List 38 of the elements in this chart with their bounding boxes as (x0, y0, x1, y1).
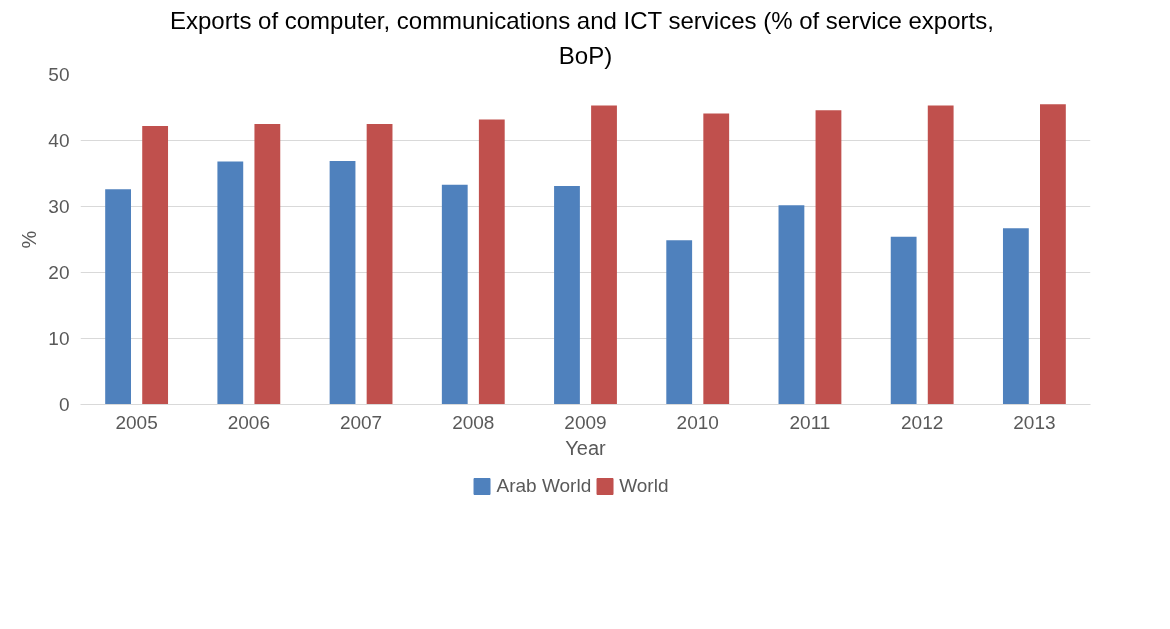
x-tick-label: 2007 (339, 411, 383, 433)
bar (217, 161, 244, 405)
x-tick-label: 2009 (564, 411, 607, 433)
x-tick-label: 2010 (676, 411, 719, 433)
y-tick-label: 10 (48, 328, 70, 349)
bar (329, 160, 356, 405)
x-tick-label: 2013 (1013, 411, 1056, 433)
y-tick-label: 50 (48, 64, 70, 85)
y-tick-label: 30 (48, 196, 70, 217)
bar (554, 186, 580, 405)
bar (927, 105, 954, 405)
y-tick-label: 40 (48, 130, 70, 151)
x-tick-label: 2012 (901, 411, 944, 433)
bar (478, 119, 505, 405)
y-tick-label: 20 (48, 262, 70, 283)
bar (591, 105, 617, 405)
x-tick-label: 2005 (115, 411, 158, 433)
bar (441, 184, 468, 405)
x-axis-title: Year (565, 436, 607, 459)
bar (1040, 104, 1066, 405)
bar (366, 124, 393, 405)
bar (142, 125, 169, 405)
x-tick-label: 2011 (789, 411, 831, 433)
bar (1002, 228, 1029, 405)
y-tick-label: 0 (58, 394, 70, 415)
y-axis-title: % (18, 230, 41, 249)
bar (254, 124, 281, 405)
legend-label: Arab World (496, 475, 592, 497)
legend-label: World (619, 475, 669, 497)
chart-title: Exports of computer, communications and ICT services (% of service exports, BoP) (170, 7, 994, 70)
bar (105, 189, 131, 405)
bar (815, 110, 842, 405)
bar (778, 205, 805, 405)
bar (666, 240, 693, 405)
x-tick-label: 2008 (452, 411, 495, 433)
bar (890, 236, 917, 405)
x-tick-label: 2006 (227, 411, 270, 433)
bar (703, 113, 730, 405)
